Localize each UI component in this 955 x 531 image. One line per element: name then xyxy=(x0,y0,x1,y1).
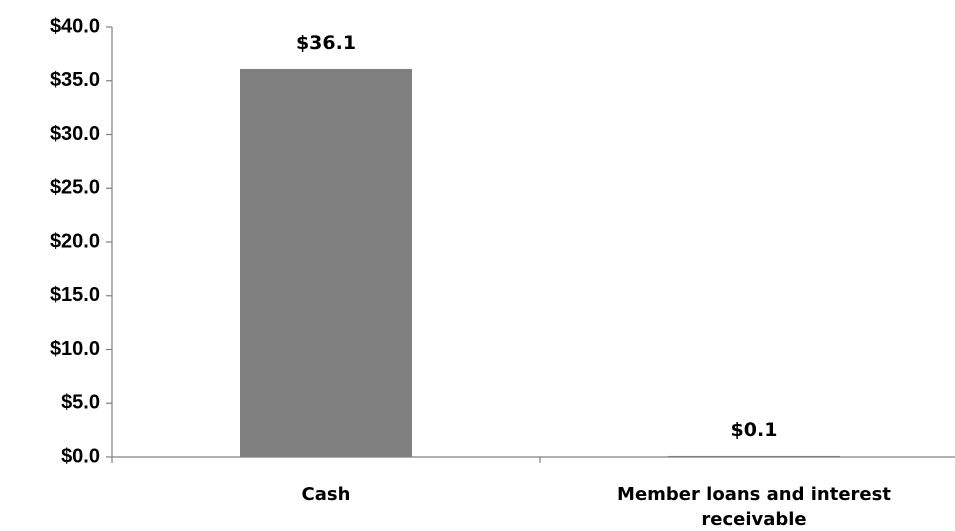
x-category-label: Member loans and interest receivable xyxy=(617,484,891,530)
y-tick-label: $15.0 xyxy=(50,284,100,306)
x-axis: Cash Member loans and interest receivable xyxy=(111,456,955,530)
y-tick-label: $25.0 xyxy=(50,177,100,199)
y-tick-label: $5.0 xyxy=(61,392,100,414)
x-category-label-line: Member loans and interest xyxy=(617,484,891,505)
y-tick-label: $20.0 xyxy=(50,230,100,252)
y-tick-label: $0.0 xyxy=(61,445,100,467)
x-category-label: Cash xyxy=(302,484,351,505)
bar xyxy=(240,68,412,458)
x-category-label-line: receivable xyxy=(701,509,806,530)
y-tick-label: $35.0 xyxy=(50,69,100,91)
y-axis: $0.0 $5.0 $10.0 $15.0 $20.0 $25.0 $30.0 $35.0 $4… xyxy=(50,15,113,467)
data-label: $36.1 xyxy=(296,32,356,54)
y-tick-label: $40.0 xyxy=(50,15,100,37)
x-category-label-line: Cash xyxy=(302,484,351,505)
data-labels: $36.1 $0.1 xyxy=(296,32,778,441)
bars xyxy=(240,68,840,458)
y-tick-label: $10.0 xyxy=(50,338,100,360)
data-label: $0.1 xyxy=(731,419,778,441)
y-tick-label: $30.0 xyxy=(50,123,100,145)
